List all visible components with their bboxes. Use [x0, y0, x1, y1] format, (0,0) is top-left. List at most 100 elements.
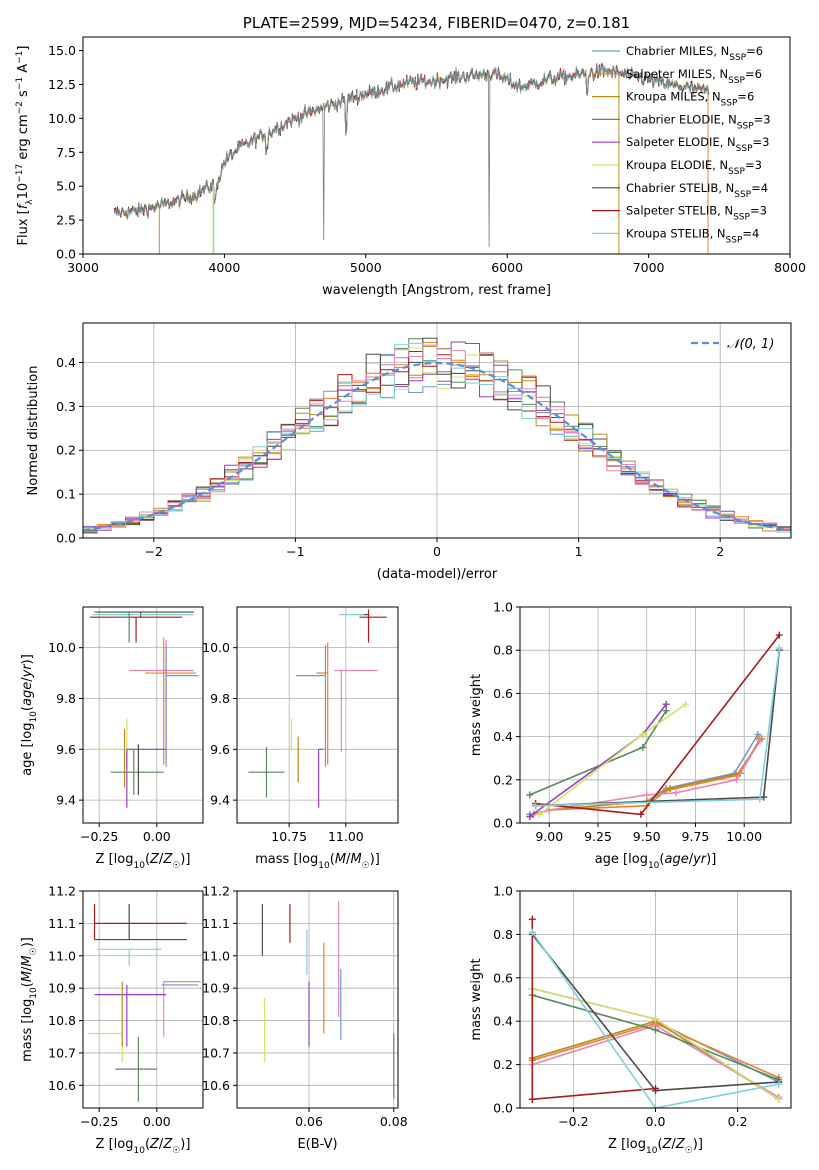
x-tick-label: 0: [433, 544, 441, 559]
series-marker: [528, 928, 536, 936]
spectrum-frame: [82, 36, 791, 255]
legend-entry-label-part: Salpeter MILES, N: [626, 67, 728, 81]
weight-vs-Z-lines: [528, 915, 783, 1108]
y-tick-label: 10.9: [48, 981, 76, 996]
legend-entry-label-part: =4: [742, 226, 759, 240]
y-tick-label: 11.1: [202, 916, 230, 931]
series-line-extra_pink: [529, 740, 761, 818]
y-tick-label: 9.6: [210, 742, 230, 757]
series-marker: [756, 737, 764, 745]
age-vs-Z-xlabel-part: ☉: [172, 861, 180, 871]
y-tick-label: 0.4: [56, 355, 76, 370]
y-tick-label: 0.4: [493, 729, 513, 744]
errorbar-point: [318, 748, 324, 808]
age-vs-mass-xlabel-part: mass [log: [255, 852, 318, 867]
mass-vs-Z-xlabel: Z [log10(Z/Z☉)]: [96, 1137, 191, 1156]
age-vs-Z-xlabel-part: /: [159, 852, 164, 867]
weight-vs-Z-xlabel-part: (: [657, 1137, 662, 1152]
weight-vs-age-xlabel-part: (: [659, 852, 664, 867]
legend-entry-label-part: Salpeter STELIB, N: [626, 204, 733, 218]
series-marker: [532, 802, 540, 810]
x-tick-label: 4000: [208, 260, 240, 275]
x-tick-label: −0.25: [80, 829, 118, 844]
legend-entry-label-part: =3: [754, 112, 771, 126]
age-vs-Z-ylabel-part: 10: [29, 711, 39, 723]
series-marker: [652, 1104, 659, 1108]
errorbar-point: [93, 903, 187, 940]
age-vs-mass-axes: 10.75 11.00 9.4 9.6 9.8 10.0: [202, 607, 398, 844]
weight-vs-age-xlabel-part: yr: [692, 852, 708, 867]
spectrum-series-group: [113, 62, 710, 254]
age-vs-Z-xlabel-part: Z [log: [96, 852, 134, 867]
weight-vs-Z-xlabel-part: Z [log: [608, 1137, 646, 1152]
age-vs-Z-ylabel-part: yr: [20, 663, 35, 679]
weight-vs-Z-xlabel-part: ☉: [685, 1146, 693, 1156]
mass-vs-Z-ylabel-part: /: [20, 966, 35, 971]
series-marker: [662, 700, 670, 708]
y-tick-label: 11.2: [48, 884, 76, 899]
series-marker: [775, 644, 783, 652]
legend-entry-label-part: Chabrier MILES, N: [626, 44, 729, 58]
spectrum-ylabel-part: A: [16, 64, 31, 77]
x-tick-label: −2: [145, 544, 163, 559]
x-tick-label: 11.00: [328, 829, 364, 844]
y-tick-label: 11.0: [48, 948, 76, 963]
weight-vs-Z-ylabel-part: mass weight: [469, 958, 484, 1040]
errorbar-point: [282, 718, 306, 750]
legend-entry-label-part: SSP: [736, 144, 753, 154]
errorbar-point: [359, 612, 387, 643]
y-tick-label: 0.0: [56, 531, 76, 546]
series-marker: [756, 795, 764, 803]
spectrum-ylabel-part: −1: [15, 51, 25, 64]
weight-vs-Z-xlabel-part: 10: [646, 1146, 658, 1156]
y-tick-label: 10.0: [48, 111, 76, 126]
legend-entry-label-part: SSP: [721, 99, 738, 109]
age-vs-Z-xlabel: Z [log10(Z/Z☉)]: [96, 852, 191, 871]
age-vs-Z-ylabel-part: )]: [20, 654, 35, 664]
mass-vs-EBV-frame: [236, 890, 399, 1109]
age-vs-mass-xlabel-part: )]: [370, 852, 380, 867]
mass-vs-Z-xlabel-part: /: [159, 1137, 164, 1152]
legend-label: 𝒩(0, 1): [727, 337, 774, 352]
y-tick-label: 9.8: [210, 691, 230, 706]
weight-vs-Z-xlabel-part: Z: [675, 1137, 686, 1152]
legend-entry-label-part: Kroupa ELODIE, N: [626, 158, 728, 172]
mass-vs-Z-xlabel-part: Z: [149, 1137, 160, 1152]
mass-vs-Z-ylabel-part: 10: [29, 987, 39, 999]
legend-entry-label-part: =3: [745, 158, 762, 172]
mass-vs-EBV-points: [261, 900, 395, 1099]
series-marker: [639, 743, 647, 751]
observed-spectrum-line: [113, 64, 710, 248]
series-marker: [639, 730, 647, 738]
x-tick-label: 7000: [633, 260, 665, 275]
mass-vs-Z-xlabel-part: Z [log: [96, 1137, 134, 1152]
spectrum-legend: Chabrier MILES, N SSP =6 Salpeter MILES, N S…: [592, 44, 771, 245]
y-tick-label: 11.0: [202, 948, 230, 963]
age-vs-mass-frame: [236, 606, 399, 824]
y-tick-label: 0.0: [493, 816, 513, 831]
age-vs-Z-ylabel: age [log10(age/yr)]: [20, 654, 39, 776]
x-tick-label: 0.00: [143, 1114, 171, 1129]
weight-vs-Z-xlabel-part: Z: [662, 1137, 673, 1152]
x-tick-label: 6000: [491, 260, 523, 275]
legend-entry-label: Kroupa ELODIE, NSSP=3: [626, 158, 762, 177]
series-line-kroupa-stelib: [531, 931, 779, 1108]
legend-entry-label-part: SSP: [733, 213, 750, 223]
weight-vs-age-xlabel-part: age [log: [595, 852, 648, 867]
weight-vs-age-ylabel: mass weight: [469, 674, 484, 756]
legend-entry-label-part: =4: [751, 181, 768, 195]
legend-entry-label-part: =3: [750, 204, 767, 218]
mass-vs-Z-xlabel-part: (: [145, 1137, 150, 1152]
spectrum-ylabel: Flux [fλ10−17 erg cm−2 s−1 A−1]: [15, 46, 35, 246]
series-marker: [732, 776, 740, 784]
y-tick-label: 0.8: [493, 643, 513, 658]
errorbar-point: [248, 746, 285, 798]
age-vs-Z-xlabel-part: 10: [133, 861, 145, 871]
mass-vs-EBV-xlabel: E(B-V): [297, 1137, 337, 1152]
x-tick-label: 9.75: [682, 829, 710, 844]
y-tick-label: 0.1: [56, 487, 76, 502]
legend-entry-label-part: =6: [746, 44, 763, 58]
y-tick-label: 0.6: [493, 970, 513, 985]
weight-vs-Z-xlabel-part: )]: [693, 1137, 703, 1152]
legend-entry-label-part: SSP: [734, 190, 751, 200]
